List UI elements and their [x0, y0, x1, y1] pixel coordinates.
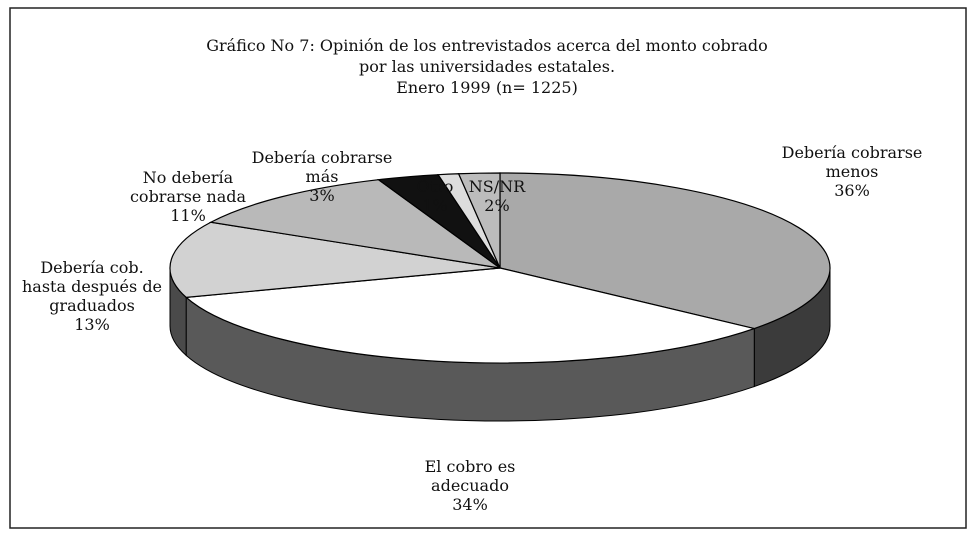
- value-label: 11%: [170, 206, 206, 225]
- category-label: Debería cobrarse menos: [781, 143, 923, 181]
- pie-slice: [457, 172, 501, 269]
- value-label: 36%: [834, 181, 870, 200]
- value-label: 34%: [452, 495, 488, 514]
- value-label: 1%: [422, 196, 448, 215]
- value-label: 13%: [74, 315, 110, 334]
- chart-subtitle: Enero 1999 (n= 1225): [396, 78, 578, 97]
- slice-label: Otro 1%: [413, 177, 457, 215]
- slice-label: El cobro es adecuado 34%: [410, 457, 530, 514]
- pie-slice: [169, 221, 501, 298]
- slice-label: Debería cobrarse menos 36%: [767, 143, 937, 200]
- slice-label: Debería cob. hasta después de graduados 1…: [17, 258, 167, 334]
- value-label: 3%: [309, 186, 335, 205]
- category-label: Debería cobrarse más: [251, 148, 393, 186]
- category-label: El cobro es adecuado: [424, 457, 516, 495]
- slice-label: No debería cobrarse nada 11%: [126, 168, 251, 225]
- pie-tops: [169, 172, 831, 364]
- slice-label: Debería cobrarse más 3%: [247, 148, 397, 205]
- category-label: Debería cob. hasta después de graduados: [21, 258, 163, 315]
- pie-sides: [169, 267, 831, 422]
- category-label: No debería cobrarse nada: [129, 168, 247, 206]
- chart-title: Gráfico No 7: Opinión de los entrevistad…: [206, 36, 768, 55]
- pie-slice: [208, 179, 501, 269]
- pie-slice: [184, 267, 757, 364]
- slice-label: NS/NR 2%: [465, 177, 529, 215]
- pie-slice: [499, 172, 831, 330]
- frame: [9, 7, 967, 529]
- chart-title: por las universidades estatales.: [358, 57, 616, 76]
- category-label: Otro: [416, 177, 454, 196]
- category-label: NS/NR: [468, 177, 526, 196]
- value-label: 2%: [484, 196, 510, 215]
